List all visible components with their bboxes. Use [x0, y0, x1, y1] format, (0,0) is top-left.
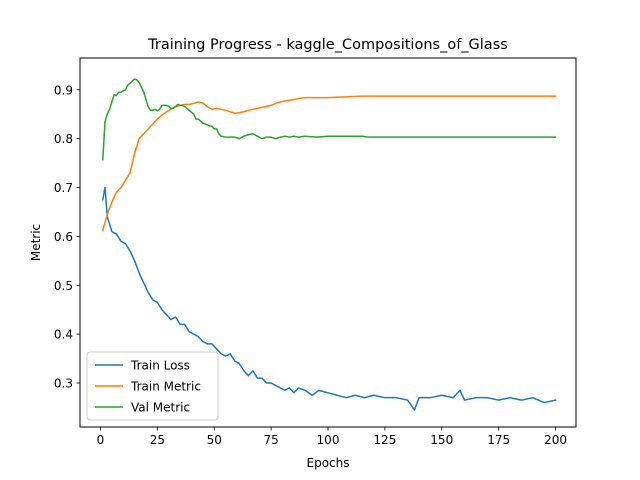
- x-tick-label-4: 100: [317, 433, 340, 447]
- y-tick-label-0: 0.3: [54, 377, 73, 391]
- x-tick-label-1: 25: [150, 433, 165, 447]
- x-tick-label-2: 50: [207, 433, 222, 447]
- x-tick-label-7: 175: [487, 433, 510, 447]
- series-line-0: [101, 186, 557, 411]
- x-tick-label-6: 150: [430, 433, 453, 447]
- y-axis-label: Metric: [29, 224, 43, 261]
- x-tick-label-5: 125: [373, 433, 396, 447]
- legend: Train Loss Train Metric Val Metric: [86, 351, 219, 421]
- x-axis-ticks: 0 25 50 75 100 125 150 175 200: [97, 427, 567, 447]
- y-tick-label-4: 0.7: [54, 181, 73, 195]
- y-tick-label-5: 0.8: [54, 132, 73, 146]
- legend-frame: [86, 351, 219, 421]
- series-line-1: [101, 95, 557, 232]
- x-tick-label-3: 75: [263, 433, 278, 447]
- series-line-2: [101, 78, 557, 161]
- y-tick-label-6: 0.9: [54, 83, 73, 97]
- y-tick-label-1: 0.4: [54, 328, 73, 342]
- y-axis-ticks: 0.3 0.4 0.5 0.6 0.7 0.8 0.9: [54, 83, 80, 391]
- series-layer: [101, 78, 557, 411]
- x-axis-label: Epochs: [307, 456, 350, 470]
- legend-label-1: Train Metric: [130, 380, 201, 394]
- y-tick-label-3: 0.6: [54, 230, 73, 244]
- legend-label-0: Train Loss: [130, 359, 190, 373]
- y-tick-label-2: 0.5: [54, 279, 73, 293]
- x-tick-label-8: 200: [544, 433, 567, 447]
- legend-label-2: Val Metric: [131, 401, 190, 415]
- x-tick-label-0: 0: [97, 433, 105, 447]
- chart-title: Training Progress - kaggle_Compositions_…: [147, 37, 508, 53]
